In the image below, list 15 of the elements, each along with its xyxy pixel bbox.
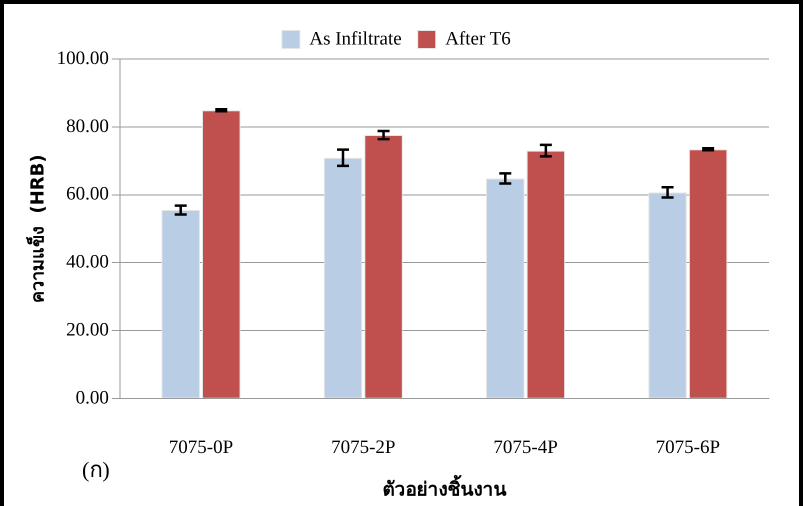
x-tick-label: 7075-6P [656,436,720,458]
x-tick-label: 7075-0P [168,436,234,458]
y-tick-label: 20.00 [66,320,109,341]
y-axis-title: ความแข็ง (HRB) [25,154,48,304]
x-axis-title: ตัวอย่างชิ้นงาน [382,474,506,501]
y-tick-label: 100.00 [56,48,109,69]
y-tick-label: 60.00 [66,184,109,205]
legend-label: After T6 [445,28,511,50]
y-tick-label: 80.00 [66,116,109,137]
x-tick-label: 7075-4P [493,436,558,458]
text: (ก) [82,456,110,484]
legend-label: As Infiltrate [309,28,402,50]
y-tick-label: 0.00 [76,387,109,408]
y-tick-label: 40.00 [66,252,109,273]
x-tick-label: 7075-2P [331,436,396,458]
